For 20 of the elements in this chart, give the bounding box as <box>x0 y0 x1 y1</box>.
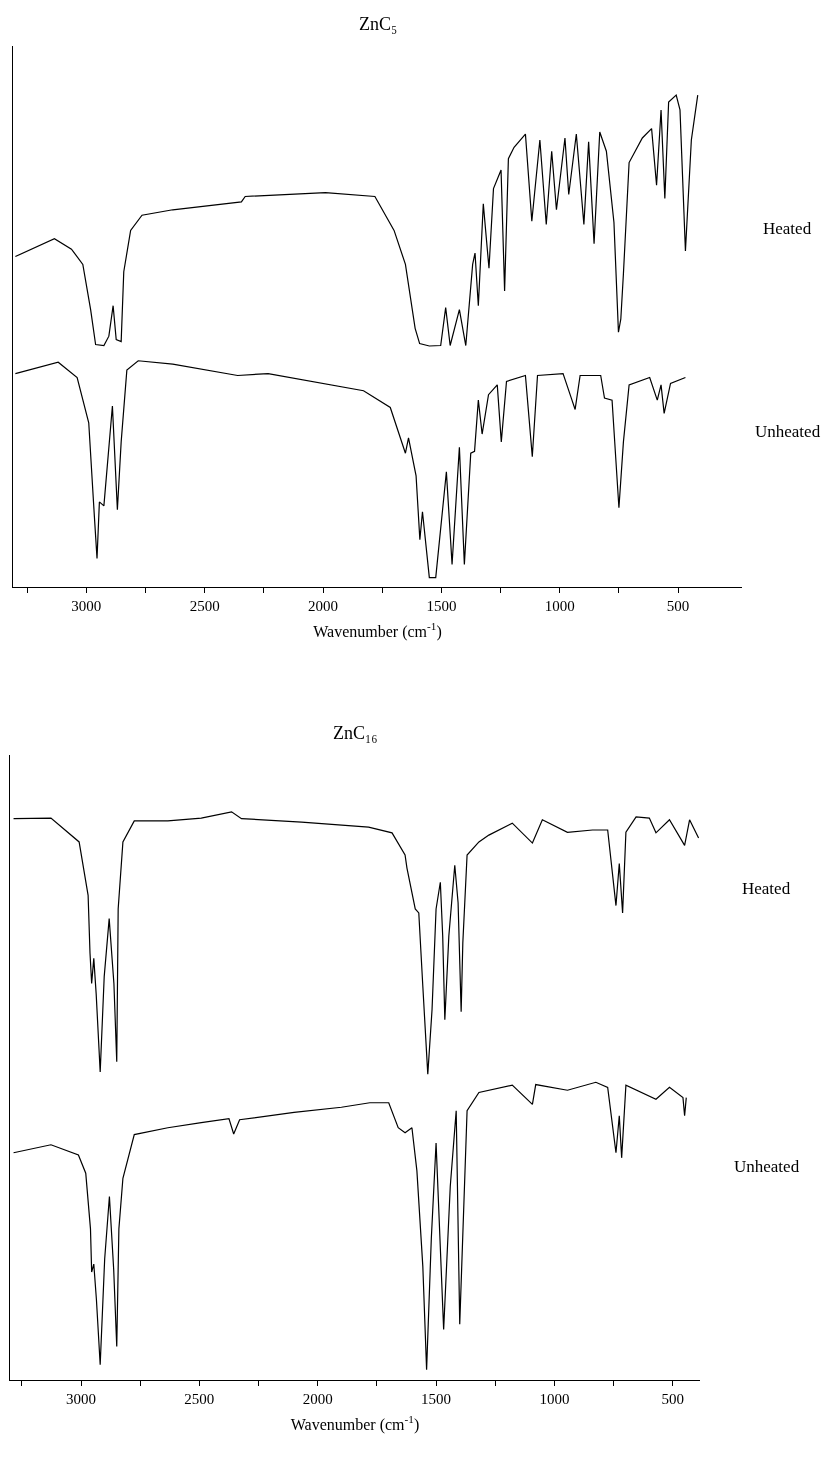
x-tick-label: 1500 <box>426 598 457 614</box>
x-tick-label: 2000 <box>302 1391 333 1407</box>
x-tick-label: 1000 <box>539 1391 570 1407</box>
x-tick-label: 2000 <box>308 598 339 614</box>
x-tick-label: 2500 <box>184 1391 215 1407</box>
chart-title: ZnC₁₆ <box>333 723 378 743</box>
text: Unheated <box>734 1157 800 1176</box>
x-axis-title: Wavenumber (cm$^{-1}$) <box>290 1412 420 1434</box>
text: Heated <box>763 219 812 238</box>
x-tick-label: 2500 <box>189 598 220 614</box>
x-tick-label: 1500 <box>421 1391 452 1407</box>
x-tick-label: 3000 <box>71 598 102 614</box>
x-tick-label: 3000 <box>66 1391 97 1407</box>
x-tick-label: 500 <box>666 598 690 614</box>
x-tick-label: 500 <box>661 1391 685 1407</box>
text: Heated <box>742 879 791 898</box>
x-axis-title: Wavenumber (cm$^{-1}$) <box>313 619 442 641</box>
x-tick-label: 1000 <box>544 598 575 614</box>
chart-title: ZnC₅ <box>359 14 398 34</box>
text: Unheated <box>755 422 821 441</box>
